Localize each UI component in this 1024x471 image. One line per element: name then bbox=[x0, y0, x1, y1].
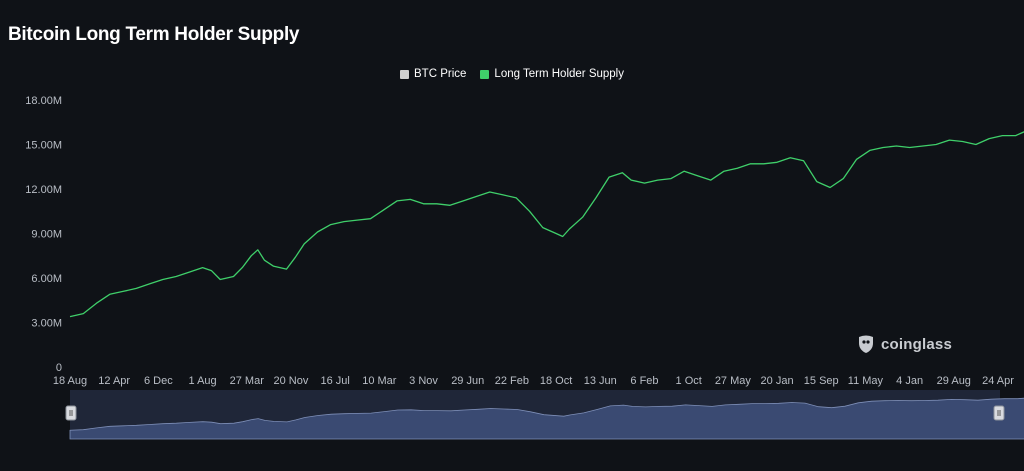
x-tick-label: 3 Nov bbox=[409, 375, 438, 387]
btc-price-swatch-icon bbox=[400, 69, 410, 79]
legend-item-btc-price[interactable]: BTC Price bbox=[400, 68, 466, 80]
x-tick-label: 27 Mar bbox=[230, 375, 265, 387]
lth-supply-swatch-icon bbox=[480, 69, 490, 79]
y-tick-label: 18.00M bbox=[25, 95, 62, 107]
x-tick-label: 29 Aug bbox=[937, 375, 971, 387]
x-tick-label: 20 Jan bbox=[761, 375, 794, 387]
x-tick-label: 6 Dec bbox=[144, 375, 173, 387]
x-tick-label: 12 Apr bbox=[98, 375, 130, 387]
coinglass-logo-icon bbox=[859, 335, 873, 353]
navigator-right-handle[interactable] bbox=[993, 405, 1005, 421]
x-tick-label: 1 Oct bbox=[676, 375, 702, 387]
x-tick-label: 4 Jan bbox=[896, 375, 923, 387]
x-tick-label: 11 May bbox=[848, 375, 884, 387]
y-tick-label: 6.00M bbox=[31, 273, 62, 285]
y-tick-label: 0 bbox=[56, 362, 62, 374]
y-axis: 0 3.00M 6.00M 9.00M 12.00M 15.00M 18.00M bbox=[25, 95, 62, 374]
x-tick-label: 13 Jun bbox=[584, 375, 617, 387]
series-layer bbox=[69, 131, 1024, 318]
navigator-left-handle[interactable] bbox=[65, 405, 77, 421]
y-tick-label: 9.00M bbox=[31, 229, 62, 241]
x-tick-label: 15 Sep bbox=[804, 375, 839, 387]
coinglass-watermark: coinglass bbox=[855, 333, 952, 355]
x-tick-label: 27 May bbox=[715, 375, 752, 387]
x-axis: 18 Aug 12 Apr 6 Dec 1 Aug 27 Mar 20 Nov 16 Jul… bbox=[53, 375, 1014, 387]
chart-title: Bitcoin Long Term Holder Supply bbox=[8, 24, 300, 45]
navigator[interactable] bbox=[65, 390, 1024, 440]
x-tick-label: 6 Feb bbox=[630, 375, 658, 387]
x-tick-label: 24 Apr bbox=[982, 375, 1014, 387]
y-tick-label: 12.00M bbox=[25, 184, 62, 196]
x-tick-label: 22 Feb bbox=[495, 375, 529, 387]
x-tick-label: 10 Mar bbox=[362, 375, 397, 387]
pause-handle-icon[interactable] bbox=[993, 405, 1005, 421]
navigator-area bbox=[69, 397, 1024, 440]
x-tick-label: 18 Aug bbox=[53, 375, 87, 387]
x-tick-label: 29 Jun bbox=[451, 375, 484, 387]
chart-legend: BTC Price Long Term Holder Supply bbox=[0, 68, 1024, 80]
x-tick-label: 18 Oct bbox=[540, 375, 572, 387]
legend-item-lth-supply[interactable]: Long Term Holder Supply bbox=[480, 68, 624, 80]
legend-label-btc-price: BTC Price bbox=[414, 68, 467, 80]
legend-label-lth-supply: Long Term Holder Supply bbox=[494, 68, 624, 80]
x-tick-label: 20 Nov bbox=[274, 375, 309, 387]
pause-handle-icon[interactable] bbox=[65, 405, 77, 421]
x-tick-label: 16 Jul bbox=[320, 375, 349, 387]
series-line-lth-supply bbox=[69, 131, 1024, 318]
watermark-text: coinglass bbox=[881, 335, 952, 353]
y-tick-label: 3.00M bbox=[31, 318, 62, 330]
y-tick-label: 15.00M bbox=[25, 140, 62, 152]
x-tick-label: 1 Aug bbox=[189, 375, 217, 387]
